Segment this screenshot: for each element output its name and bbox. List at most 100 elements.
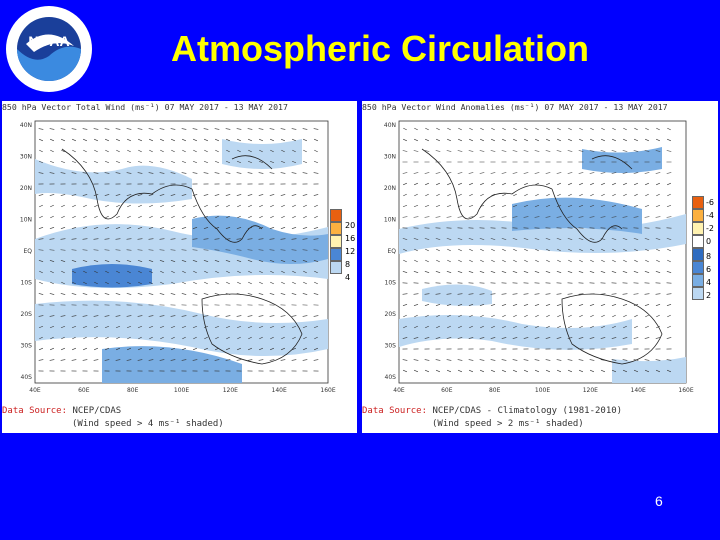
wind-vector-arrow	[203, 260, 209, 262]
wind-anomaly-panel: 850 hPa Vector Wind Anomalies (ms⁻¹) 07 …	[362, 101, 718, 433]
wind-vector-arrow	[667, 314, 671, 318]
wind-vector-arrow	[567, 238, 573, 240]
wind-vector-arrow	[281, 204, 285, 208]
wind-vector-arrow	[578, 204, 584, 208]
wind-vector-arrow	[281, 149, 285, 153]
lat-tick-label: 20S	[385, 311, 397, 318]
wind-vector-arrow	[600, 204, 606, 208]
wind-vector-arrow	[413, 138, 419, 142]
wind-vector-arrow	[546, 259, 550, 263]
wind-vector-arrow	[314, 336, 318, 340]
wind-vector-arrow	[258, 249, 264, 251]
wind-vector-arrow	[105, 204, 109, 208]
wind-vector-arrow	[170, 315, 176, 317]
wind-vector-arrow	[193, 336, 197, 340]
wind-vector-arrow	[281, 270, 285, 274]
wind-vector-arrow	[535, 259, 539, 263]
wind-vector-arrow	[50, 149, 54, 153]
wind-vector-arrow	[126, 194, 132, 196]
wind-vector-arrow	[116, 149, 120, 153]
wind-vector-arrow	[236, 359, 242, 361]
wind-vector-arrow	[490, 359, 496, 361]
wind-vector-arrow	[567, 369, 573, 373]
wind-vector-arrow	[424, 359, 430, 361]
wind-vector-arrow	[193, 270, 197, 274]
wind-vector-arrow	[204, 149, 208, 153]
wind-vector-arrow	[567, 293, 573, 295]
wind-vector-arrow	[50, 281, 54, 285]
wind-vector-arrow	[60, 172, 66, 174]
wind-vector-arrow	[94, 215, 98, 219]
wind-vector-arrow	[589, 204, 595, 208]
wind-vector-arrow	[644, 138, 650, 142]
legend-label: -2	[706, 224, 714, 233]
wind-vector-arrow	[137, 128, 143, 130]
wind-vector-arrow	[633, 204, 639, 208]
wind-vector-arrow	[182, 215, 186, 219]
wind-vector-arrow	[523, 369, 529, 373]
wind-vector-arrow	[104, 227, 110, 229]
wind-vector-arrow	[83, 149, 87, 153]
wind-vector-arrow	[424, 150, 430, 152]
wind-vector-arrow	[49, 359, 55, 361]
wind-vector-arrow	[181, 160, 187, 164]
wind-vector-arrow	[302, 293, 308, 295]
wind-vector-arrow	[292, 336, 296, 340]
wind-vector-arrow	[414, 259, 418, 263]
wind-vector-arrow	[578, 293, 584, 295]
wind-vector-arrow	[126, 359, 132, 361]
wind-vector-arrow	[524, 259, 528, 263]
wind-vector-arrow	[436, 325, 440, 329]
wind-vector-arrow	[93, 359, 99, 361]
wind-vector-arrow	[247, 249, 253, 251]
wind-vector-arrow	[93, 325, 99, 329]
wind-vector-arrow	[512, 172, 518, 174]
wind-vector-arrow	[479, 303, 485, 307]
wind-vector-arrow	[181, 238, 187, 240]
wind-vector-arrow	[633, 172, 639, 174]
wind-vector-arrow	[94, 336, 98, 340]
panel-title: 850 hPa Vector Total Wind (ms⁻¹) 07 MAY …	[2, 102, 288, 112]
wind-vector-arrow	[446, 293, 452, 295]
wind-vector-arrow	[116, 270, 120, 274]
wind-vector-arrow	[270, 336, 274, 340]
wind-vector-arrow	[457, 182, 463, 186]
wind-vector-arrow	[181, 172, 187, 174]
wind-vector-arrow	[203, 325, 209, 329]
wind-vector-arrow	[214, 227, 220, 229]
wind-vector-arrow	[280, 194, 286, 196]
wind-vector-arrow	[480, 127, 484, 131]
wind-vector-arrow	[83, 204, 87, 208]
wind-vector-arrow	[512, 271, 518, 273]
wind-vector-arrow	[480, 325, 484, 329]
wind-vector-arrow	[458, 325, 462, 329]
wind-vector-arrow	[424, 204, 430, 208]
wind-vector-arrow	[402, 337, 408, 339]
wind-vector-arrow	[93, 238, 99, 240]
wind-vector-arrow	[435, 238, 441, 240]
wind-vector-arrow	[116, 336, 120, 340]
wind-vector-arrow	[225, 249, 231, 251]
wind-vector-arrow	[258, 260, 264, 262]
wind-vector-arrow	[38, 315, 44, 317]
wind-vector-arrow	[203, 293, 209, 295]
wind-vector-arrow	[259, 336, 263, 340]
wind-vector-arrow	[590, 259, 594, 263]
wind-vector-arrow	[425, 259, 429, 263]
wind-vector-arrow	[237, 281, 241, 285]
wind-vector-arrow	[403, 259, 407, 263]
page-number: 6	[655, 493, 663, 509]
wind-vector-arrow	[214, 325, 220, 329]
wind-vector-arrow	[611, 303, 617, 307]
wind-vector-arrow	[137, 138, 143, 142]
wind-vector-arrow	[291, 160, 297, 164]
wind-vector-arrow	[170, 238, 176, 240]
wind-vector-arrow	[38, 293, 44, 295]
wind-vector-arrow	[281, 281, 285, 285]
wind-vector-arrow	[556, 293, 562, 295]
wind-vector-arrow	[60, 194, 66, 196]
coastlines	[421, 148, 663, 365]
wind-vector-arrow	[93, 138, 99, 142]
wind-vector-arrow	[192, 172, 198, 174]
wind-vector-arrow	[578, 150, 584, 152]
